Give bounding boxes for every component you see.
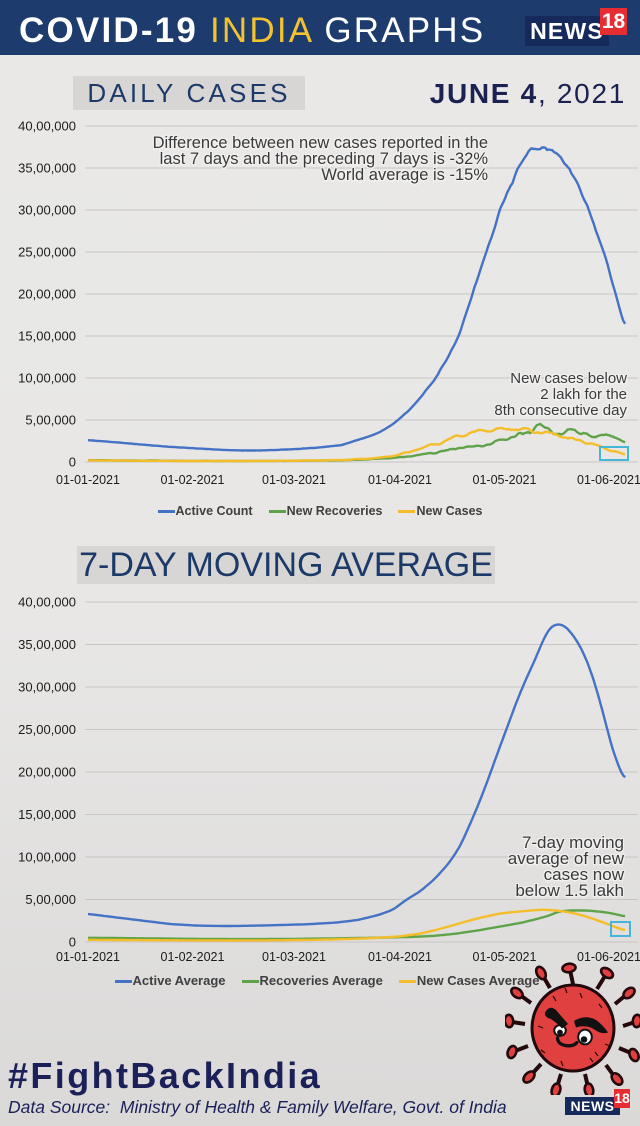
- svg-text:01-01-2021: 01-01-2021: [56, 473, 120, 487]
- svg-text:01-05-2021: 01-05-2021: [473, 473, 537, 487]
- svg-text:01-02-2021: 01-02-2021: [161, 950, 225, 964]
- svg-text:15,00,000: 15,00,000: [18, 329, 76, 344]
- svg-text:30,00,000: 30,00,000: [18, 203, 76, 218]
- svg-text:35,00,000: 35,00,000: [18, 637, 76, 652]
- svg-text:01-02-2021: 01-02-2021: [161, 473, 225, 487]
- svg-text:0: 0: [69, 455, 76, 470]
- svg-text:20,00,000: 20,00,000: [18, 287, 76, 302]
- svg-text:40,00,000: 40,00,000: [18, 119, 76, 134]
- svg-text:0: 0: [69, 935, 76, 950]
- svg-text:01-03-2021: 01-03-2021: [262, 473, 326, 487]
- svg-text:15,00,000: 15,00,000: [18, 807, 76, 822]
- svg-text:01-06-2021: 01-06-2021: [577, 473, 640, 487]
- svg-text:01-04-2021: 01-04-2021: [368, 950, 432, 964]
- svg-text:10,00,000: 10,00,000: [18, 371, 76, 386]
- svg-text:01-06-2021: 01-06-2021: [577, 950, 640, 964]
- svg-text:25,00,000: 25,00,000: [18, 722, 76, 737]
- svg-text:40,00,000: 40,00,000: [18, 595, 76, 610]
- svg-text:35,00,000: 35,00,000: [18, 161, 76, 176]
- svg-text:5,00,000: 5,00,000: [25, 892, 76, 907]
- svg-text:10,00,000: 10,00,000: [18, 850, 76, 865]
- svg-text:01-03-2021: 01-03-2021: [262, 950, 326, 964]
- svg-text:25,00,000: 25,00,000: [18, 245, 76, 260]
- svg-text:5,00,000: 5,00,000: [25, 413, 76, 428]
- svg-text:20,00,000: 20,00,000: [18, 765, 76, 780]
- svg-text:01-04-2021: 01-04-2021: [368, 473, 432, 487]
- svg-text:30,00,000: 30,00,000: [18, 680, 76, 695]
- svg-text:01-05-2021: 01-05-2021: [473, 950, 537, 964]
- svg-text:01-01-2021: 01-01-2021: [56, 950, 120, 964]
